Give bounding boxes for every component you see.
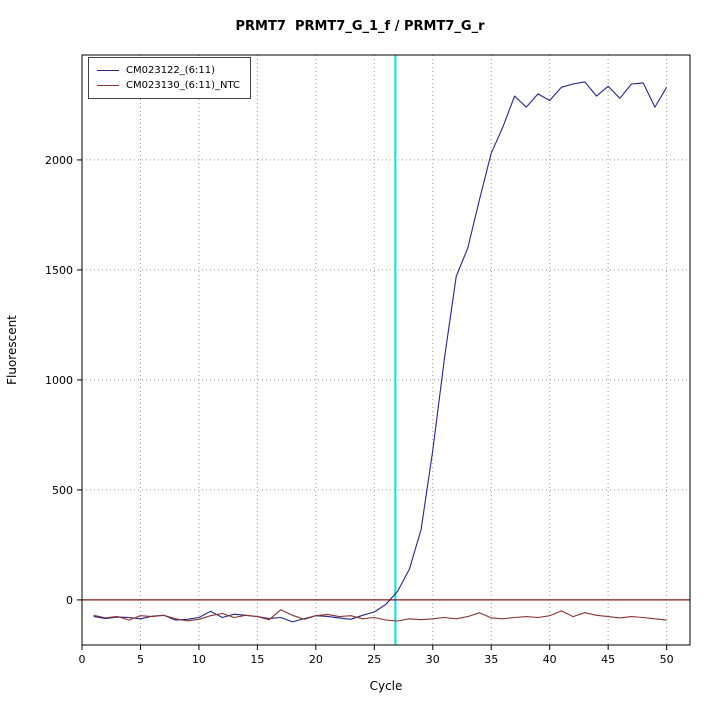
series-line-1 [93,609,667,622]
y-axis-label: Fluorescent [5,315,19,385]
x-tick-label: 25 [367,653,381,666]
legend-label: CM023130_(6:11)_NTC [126,80,241,91]
x-tick-label: 20 [309,653,323,666]
series-line-0 [93,81,668,623]
y-tick-label: 2000 [45,154,73,167]
y-tick-label: 0 [66,594,73,607]
x-tick-label: 10 [192,653,206,666]
page-title: PRMT7 PRMT7_G_1_f / PRMT7_G_r [235,19,485,34]
y-tick-label: 1000 [45,374,73,387]
series-line-swatch [97,70,119,71]
y-tick-label: 1500 [45,264,73,277]
x-tick-label: 30 [426,653,440,666]
plot-frame [81,54,691,646]
legend-item-sample: CM023122_(6:11) [97,63,240,78]
x-tick-label: 0 [79,653,86,666]
x-tick-label: 5 [137,653,144,666]
y-tick-label: 500 [52,484,73,497]
legend-item-ntc: CM023130_(6:11)_NTC [97,78,240,93]
x-tick-label: 15 [250,653,264,666]
x-axis-label: Cycle [370,679,403,693]
series-line-swatch [97,85,119,86]
x-tick-label: 35 [484,653,498,666]
x-tick-label: 50 [660,653,674,666]
legend-label: CM023122_(6:11) [126,65,216,76]
x-tick-label: 45 [601,653,615,666]
x-tick-label: 40 [543,653,557,666]
legend-box: CM023122_(6:11) CM023130_(6:11)_NTC [88,57,252,99]
